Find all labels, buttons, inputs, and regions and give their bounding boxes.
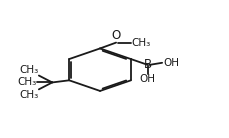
- Text: CH₃: CH₃: [19, 65, 38, 75]
- Text: B: B: [143, 58, 151, 71]
- Text: OH: OH: [162, 58, 178, 68]
- Text: OH: OH: [139, 74, 155, 84]
- Text: O: O: [111, 29, 120, 42]
- Text: CH₃: CH₃: [131, 38, 150, 48]
- Text: CH₃: CH₃: [17, 77, 36, 87]
- Text: CH₃: CH₃: [19, 90, 38, 100]
